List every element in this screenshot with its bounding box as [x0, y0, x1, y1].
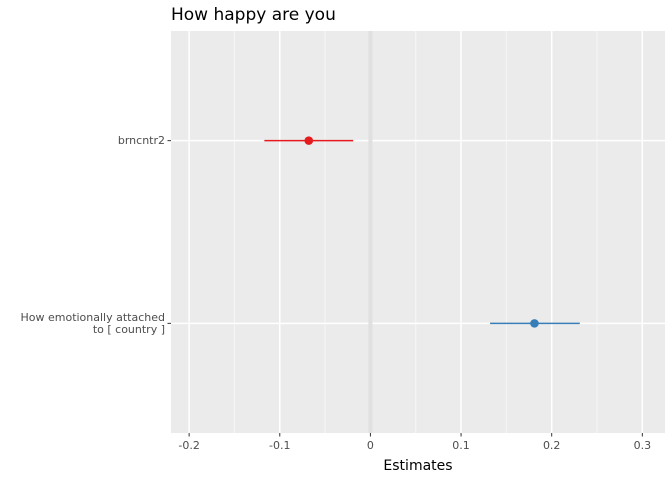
x-tick-label: 0.1: [452, 439, 470, 452]
y-tick-label: brncntr2: [118, 134, 165, 147]
estimate-point: [304, 136, 314, 145]
plot-panel: [171, 31, 665, 433]
x-tick-label: 0: [367, 439, 374, 452]
x-tick-label: -0.2: [178, 439, 199, 452]
estimate-point: [530, 319, 539, 328]
minor-gridlines: [233, 31, 598, 433]
x-tick-label: 0.3: [634, 439, 652, 452]
estimate-marks: [264, 136, 580, 328]
x-tick-label: -0.1: [269, 439, 290, 452]
major-gridlines: [171, 31, 665, 433]
x-tick-label: 0.2: [543, 439, 561, 452]
y-tick-label: How emotionally attached: [20, 311, 165, 324]
x-axis: -0.2 -0.1 0 0.1 0.2 0.3: [178, 433, 651, 452]
y-tick-label: to [ country ]: [93, 323, 165, 336]
chart-title: How happy are you: [171, 5, 336, 25]
x-axis-label: Estimates: [383, 458, 452, 474]
